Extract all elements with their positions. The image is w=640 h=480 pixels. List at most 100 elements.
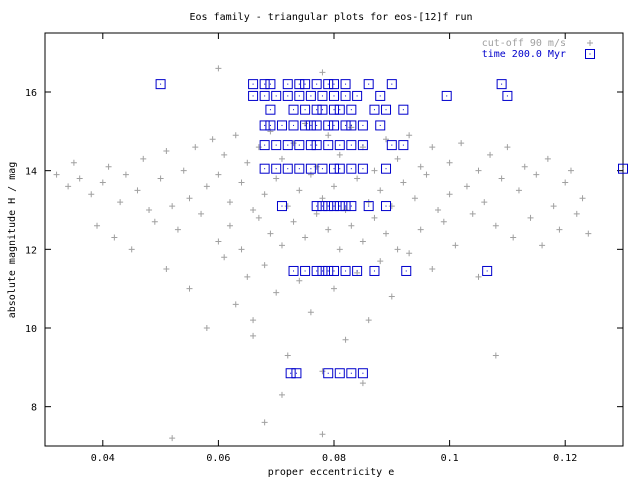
time-point [369,104,380,115]
time-point-dot [362,372,364,374]
time-point-dot [391,144,393,146]
cutoff-point [319,431,326,438]
cutoff-point [429,266,436,272]
time-point [259,120,270,131]
time-point-dot [316,109,318,111]
cutoff-point [273,175,280,182]
cutoff-point [492,352,499,359]
time-point [285,368,296,379]
time-point-dot [339,168,341,170]
time-point-dot [264,124,266,126]
time-point [381,104,392,115]
time-point [323,265,334,276]
cutoff-point [278,391,285,398]
time-point-dot [506,95,508,97]
time-point-dot [298,95,300,97]
cutoff-point [539,242,546,249]
cutoff-point [336,246,343,253]
time-point-dot [362,168,364,170]
time-point [329,90,339,101]
time-point-dot [275,95,277,97]
cutoff-point [209,136,216,143]
cutoff-point [169,435,176,442]
cutoff-point [388,203,395,210]
x-tick-label: 0.04 [91,453,115,464]
legend: cut-off 90 m/s time 200.0 Myr [482,38,595,60]
cutoff-point [411,195,418,202]
time-point-dot [304,109,306,111]
time-point [317,265,328,276]
time-point-dot [295,372,297,374]
cutoff-point [296,187,303,194]
cutoff-point [203,183,210,190]
legend-label-cutoff: cut-off 90 m/s [482,38,566,49]
chart-title: Eos family - triangular plots for eos-[1… [190,12,473,23]
time-point [317,201,328,212]
time-point-dot [298,144,300,146]
time-point-dot [269,83,271,85]
time-point [265,104,276,115]
time-point [323,120,334,131]
cutoff-point [255,144,262,151]
time-point-dot [321,168,323,170]
cutoff-point [290,140,297,147]
time-point [291,368,302,379]
time-point-dot [327,372,329,374]
cutoff-point [88,191,95,198]
time-point [300,104,311,115]
cutoff-point [377,258,384,265]
time-point [381,201,392,212]
time-point [334,201,345,212]
time-point-dot [327,83,329,85]
time-point-dot [345,270,347,272]
cutoff-point [244,273,251,280]
cutoff-point [359,238,366,245]
time-point [618,163,628,174]
time-point-dot [379,95,381,97]
cutoff-point [463,183,470,190]
cutoff-point [163,266,170,272]
cutoff-point [307,171,314,178]
cutoff-point [567,167,574,174]
time-point [323,79,334,90]
time-point [340,79,351,90]
cutoff-point [579,195,586,202]
time-point-dot [385,168,387,170]
time-point-dot [264,95,266,97]
time-point-dot [327,270,329,272]
time-point-dot [287,95,289,97]
time-point-dot [333,168,335,170]
cutoff-point [348,222,355,229]
time-point [357,120,368,131]
cutoff-point [99,179,106,186]
cutoff-point [192,144,199,151]
cutoff-point [331,183,337,190]
time-point [259,79,270,90]
cutoff-point [452,242,459,249]
time-point-dot [310,124,312,126]
time-point-dot [368,205,370,207]
cutoff-point [371,214,378,221]
time-point-dot [252,95,254,97]
time-point [352,265,363,276]
cutoff-point [359,380,366,387]
time-point [248,79,259,90]
time-point [282,163,293,174]
time-point-dot [362,124,364,126]
y-axis: 8 10 12 14 16 [25,88,623,414]
cutoff-point [319,195,326,202]
cutoff-point [400,179,407,186]
time-point [346,201,357,212]
cutoff-point [383,136,390,143]
time-point [300,120,311,131]
cutoff-point [180,167,187,174]
time-point-dot [293,270,295,272]
time-point-dot [345,95,347,97]
time-point [401,265,412,276]
time-point [375,120,386,131]
time-point [155,79,166,90]
x-tick-label: 0.12 [553,453,577,464]
time-point [311,104,322,115]
time-point [363,201,374,212]
cutoff-series [53,65,592,442]
